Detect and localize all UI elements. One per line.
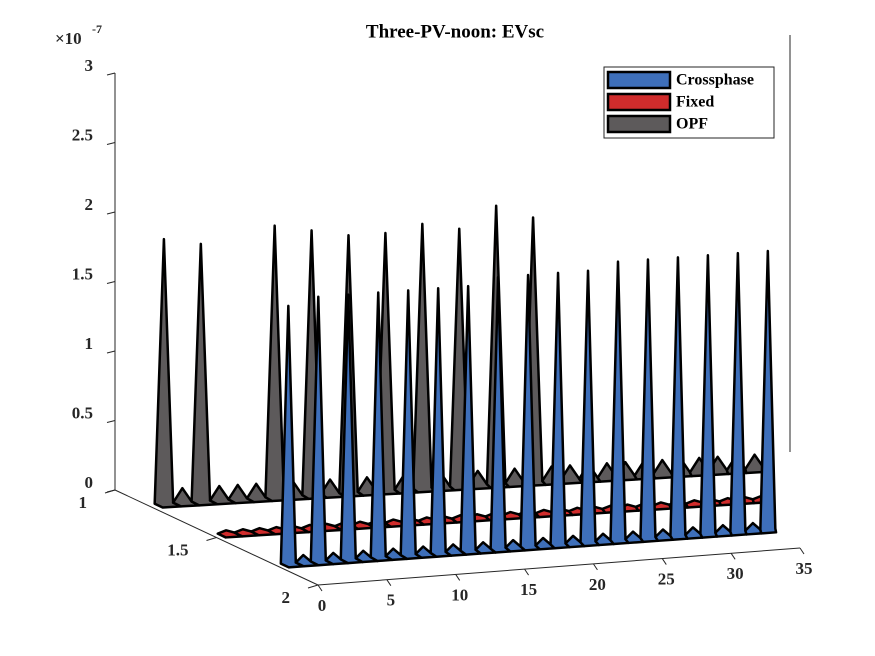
z-tick [106, 142, 116, 145]
x-tick-label: 30 [727, 564, 744, 583]
x-tick [455, 574, 461, 581]
axis-line [317, 547, 801, 586]
x-tick [799, 547, 805, 555]
x-tick-label: 0 [318, 596, 327, 615]
legend-swatch [606, 92, 672, 112]
x-tick-label: 20 [589, 575, 606, 594]
legend-label: Fixed [676, 94, 714, 111]
z-tick-label: 2.5 [72, 125, 93, 144]
y-tick-label: 2 [282, 588, 291, 607]
x-tick-label: 10 [451, 585, 468, 604]
x-tick [317, 584, 323, 592]
z-tick-label: 1.5 [72, 264, 93, 283]
multiplier-exponent: -7 [92, 22, 102, 36]
x-tick [524, 568, 529, 576]
x-tick-label: 5 [387, 591, 396, 610]
ribbon-spike [759, 249, 778, 535]
x-tick [386, 579, 392, 586]
z-tick [106, 350, 116, 354]
z-tick-label: 0.5 [72, 403, 93, 422]
y-tick-label: 1.5 [167, 540, 188, 559]
x-tick-label: 35 [796, 559, 813, 578]
z-tick [106, 72, 116, 76]
z-tick-label: 1 [85, 334, 94, 353]
legend-label: OPF [676, 116, 708, 133]
z-tick-label: 0 [85, 473, 94, 492]
x-tick [661, 558, 667, 565]
y-tick [206, 537, 217, 541]
y-tick [307, 584, 319, 589]
x-tick-label: 25 [658, 569, 675, 588]
x-tick [730, 553, 736, 560]
z-tick [106, 211, 116, 215]
multiplier-base: ×10 [55, 29, 82, 48]
x-tick [593, 563, 598, 571]
z-tick-label: 2 [85, 195, 94, 214]
chart-title: Three-PV-noon: EVsc [366, 21, 544, 42]
legend-label: Crossphase [676, 72, 754, 89]
y-tick [104, 489, 116, 494]
z-tick-label: 3 [85, 56, 94, 75]
x-tick-label: 15 [520, 580, 537, 599]
legend-swatch [606, 70, 672, 90]
y-tick-label: 1 [79, 493, 88, 512]
z-tick [106, 420, 116, 423]
legend: Crossphase Fixed OPF [603, 66, 775, 139]
z-tick [106, 281, 116, 284]
legend-swatch [606, 114, 672, 134]
